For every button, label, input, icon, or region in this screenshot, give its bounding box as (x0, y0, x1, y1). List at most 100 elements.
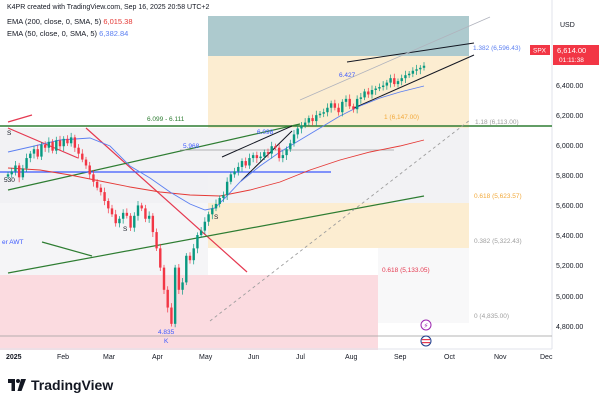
candle-body (170, 307, 173, 324)
candle-body (322, 112, 325, 114)
candle-body (248, 158, 251, 166)
candle-body (118, 218, 121, 224)
fib-1382: 1.382 (6,596.43) (473, 45, 521, 52)
price-axis: USD 6,400.00 6,200.00 6,000.00 5,800.00 … (556, 22, 583, 331)
annotation-5968: 5.968 (183, 143, 200, 150)
candle-body (36, 149, 39, 157)
candle-body (81, 153, 84, 160)
candle-body (266, 152, 270, 154)
candle-body (43, 144, 47, 148)
candle-body (114, 214, 117, 224)
label-s-2: S (123, 226, 128, 233)
candle-body (378, 87, 381, 89)
fib-zone-pink (0, 275, 378, 350)
fib-zone-orange-lower (208, 203, 469, 248)
y-tick: 5,600.00 (556, 203, 583, 210)
candle-body (166, 289, 169, 308)
y-tick: 4,800.00 (556, 324, 583, 331)
candle-body (99, 187, 103, 193)
candle-body (400, 78, 403, 82)
candle-body (326, 107, 329, 113)
candle-body (374, 88, 377, 90)
candle-body (181, 282, 184, 290)
x-tick: Aug (345, 354, 358, 361)
candle-body (411, 70, 415, 74)
us-flag-event-icon[interactable] (420, 335, 432, 347)
candle-body (14, 165, 17, 172)
x-tick: Mar (103, 354, 116, 361)
ema50-legend-value: 6,382.84 (99, 29, 129, 38)
candle-body (10, 171, 13, 175)
candle-body (296, 128, 299, 135)
ema200-legend[interactable]: EMA (200, close, 0, SMA, 5) 6,015.38 (7, 17, 133, 26)
red-downtrend-line-2 (85, 127, 248, 273)
event-icons[interactable]: ⚡ (420, 319, 432, 347)
low-label-k: K (164, 338, 169, 345)
candle-body (255, 155, 259, 159)
annotation-6099-6111: 6.099 - 6.111 (147, 116, 185, 123)
candle-body (303, 122, 307, 126)
candle-body (155, 232, 158, 249)
candle-body (396, 81, 400, 85)
candle-body (244, 161, 247, 166)
candle-body (151, 215, 155, 233)
candle-body (51, 141, 54, 151)
ema50-legend[interactable]: EMA (50, close, 0, SMA, 5) 6,382.84 (7, 29, 128, 38)
candle-body (177, 267, 181, 290)
candle-body (144, 208, 147, 219)
y-tick: 5,000.00 (556, 294, 583, 301)
lightning-event-icon[interactable] (420, 319, 432, 331)
candle-body (159, 248, 162, 268)
candle-body (147, 215, 151, 219)
candle-body (281, 155, 285, 159)
candle-body (289, 143, 292, 150)
candle-body (21, 168, 25, 178)
y-tick: 6,400.00 (556, 83, 583, 90)
symbol-price-tag[interactable]: SPX 6,614.00 01:11:38 (530, 45, 599, 65)
candle-body (110, 208, 114, 215)
candle-body (415, 69, 418, 71)
candle-body (107, 201, 110, 209)
candle-body (348, 98, 351, 107)
fib-118: 1.18 (6,113.00) (475, 119, 519, 126)
candle-body (66, 138, 69, 144)
fib-zone-grey-low (0, 175, 208, 275)
x-tick: Dec (540, 354, 553, 361)
candle-body (47, 141, 51, 148)
candle-body (218, 198, 221, 204)
candle-body (162, 267, 166, 290)
candle-body (140, 205, 143, 209)
candle-body (214, 203, 218, 209)
candle-body (419, 67, 422, 70)
fib-zone-grey-bottom (378, 248, 469, 323)
candle-body (329, 103, 333, 108)
candle-body (173, 267, 177, 324)
candle-body (73, 137, 77, 148)
candle-body (385, 82, 389, 86)
candle-body (55, 140, 58, 151)
red-downtrend-line-1 (7, 127, 79, 159)
candle-body (274, 146, 277, 148)
fib-0: 0 (4,835.00) (474, 313, 509, 320)
ema50-legend-label: EMA (50, close, 0, SMA, 5) (7, 29, 98, 38)
candle-body (211, 208, 214, 215)
candle-body (251, 155, 255, 159)
candle-body (259, 156, 262, 159)
price-tag-box (553, 45, 599, 65)
candle-body (370, 90, 374, 95)
chart-header: K4PR created with TradingView.com, Sep 1… (7, 4, 210, 11)
candle-body (315, 115, 318, 122)
tradingview-logo-icon (8, 379, 26, 391)
price-tag-value: 6,614.00 (557, 46, 586, 55)
tradingview-brand[interactable]: TradingView (8, 377, 113, 393)
candle-body (367, 91, 370, 95)
candle-body (225, 181, 229, 196)
annotation-6098: 6.098 (257, 129, 274, 136)
candle-body (207, 214, 210, 222)
flag-stripe-icon (422, 342, 430, 344)
currency-label: USD (560, 22, 575, 29)
time-axis: 2025 Feb Mar Apr May Jun Jul Aug Sep Oct… (6, 354, 553, 361)
candle-body (6, 174, 10, 177)
green-short-line (41, 241, 93, 257)
